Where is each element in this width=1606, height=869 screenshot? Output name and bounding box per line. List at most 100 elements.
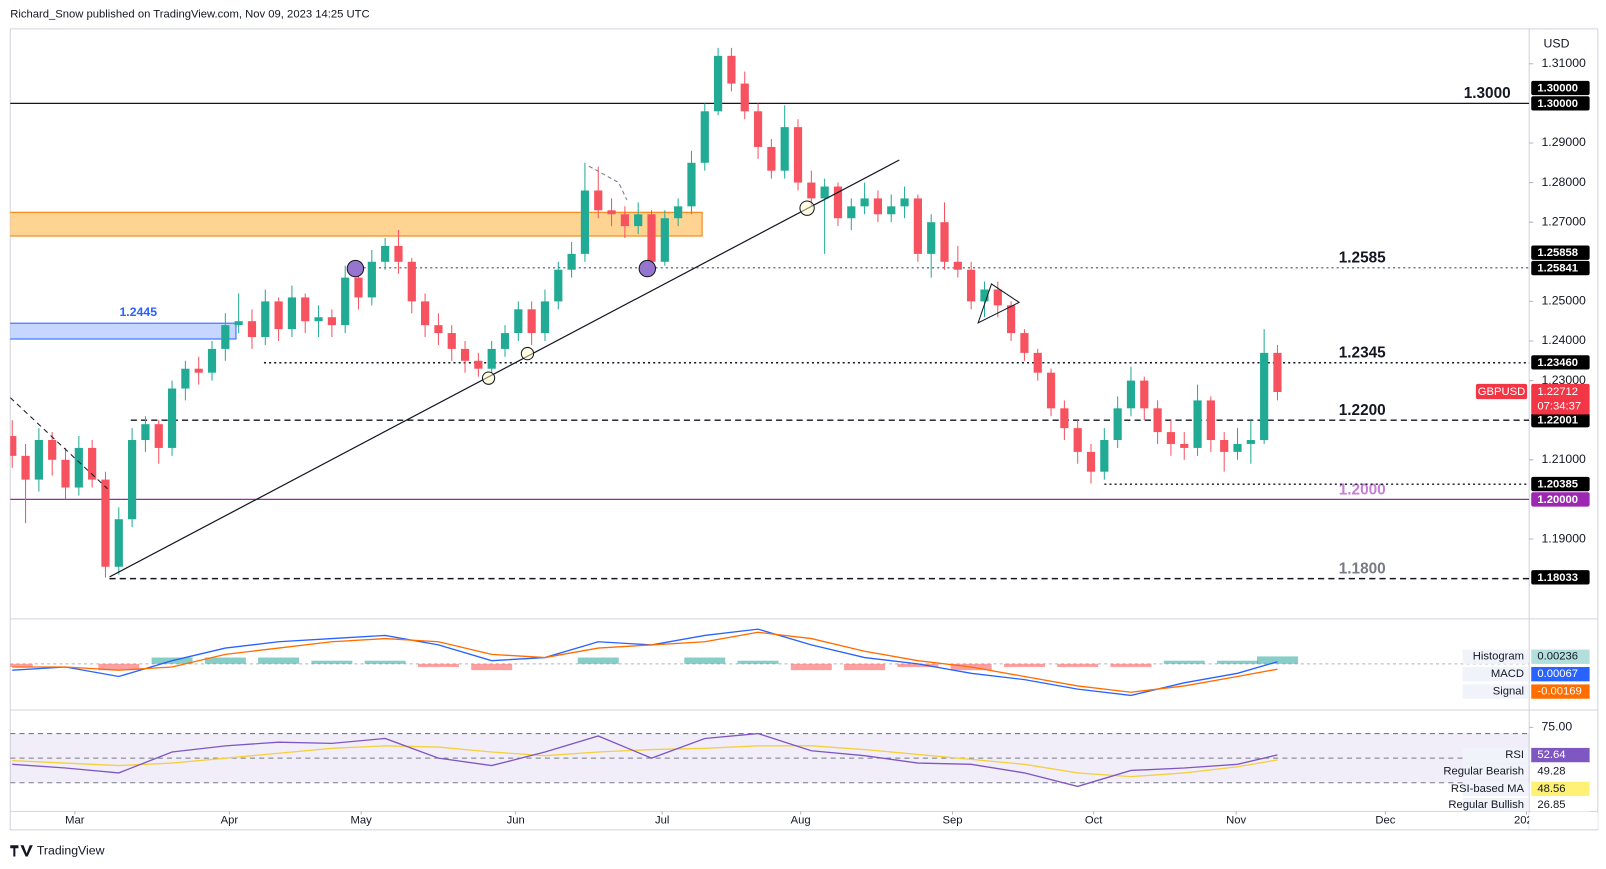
price-tag-label: 1.25841 [1537, 263, 1578, 275]
candle-body [381, 245, 390, 262]
footer: TradingView [10, 844, 105, 858]
candle-body [1060, 408, 1069, 429]
candle-body [74, 447, 83, 488]
macd-pane [10, 628, 1530, 697]
legend-value: 48.56 [1537, 783, 1565, 795]
candle-body [314, 317, 323, 322]
price-tag-label: 1.23460 [1537, 357, 1578, 369]
candle-body [567, 253, 576, 270]
legend-name: Signal [1493, 686, 1524, 698]
level-label: 1.2000 [1339, 481, 1386, 498]
candle-body [274, 301, 283, 330]
candle-body [407, 261, 416, 302]
candle-body [607, 210, 616, 215]
x-tick-label: Jun [507, 815, 525, 827]
legend-name-bg [1462, 764, 1529, 779]
legend-name-bg [1462, 781, 1529, 797]
legend-value-bg [1531, 684, 1590, 699]
axis-cover [1529, 812, 1598, 829]
candle-body [247, 321, 257, 338]
candle-body [1007, 305, 1016, 334]
histogram-bar [1110, 663, 1152, 668]
legend-name: Histogram [1473, 651, 1524, 663]
candle-body [833, 186, 843, 219]
x-tick-label: Oct [1085, 815, 1103, 827]
price-tag-label: 1.30000 [1537, 82, 1578, 94]
histogram-bar [98, 663, 140, 671]
candle-body [61, 459, 70, 488]
drawings [10, 159, 1021, 578]
candle-body [447, 333, 456, 349]
candle-body [1260, 352, 1269, 441]
histogram-bar [258, 657, 300, 664]
candle-body [913, 198, 922, 254]
x-tick-label: Nov [1226, 815, 1246, 827]
price-tag [1531, 570, 1590, 585]
candle-body [793, 127, 803, 183]
histogram-bar [1003, 663, 1045, 668]
legend-value-bg [1531, 764, 1590, 779]
candle-body [847, 206, 856, 219]
candle-body [753, 111, 763, 147]
candle-body [487, 348, 496, 369]
legend-value: 0.00236 [1537, 651, 1578, 663]
candle-body [1086, 451, 1096, 472]
candle-body [474, 360, 483, 369]
candle-body [1206, 400, 1215, 441]
candle-body [634, 214, 643, 227]
candle-body [1126, 380, 1136, 409]
candle-body [953, 261, 962, 270]
legend-value-bg [1531, 798, 1590, 812]
candle-body [1113, 408, 1122, 441]
price-tag [1531, 355, 1590, 370]
y-tick-label: 1.31000 [1541, 56, 1586, 70]
candle-body [301, 297, 310, 322]
legend-value: -0.00169 [1537, 686, 1581, 698]
x-tick-label: May [351, 815, 373, 827]
candle-body [1246, 440, 1255, 444]
candle-body [1220, 440, 1229, 452]
indicator-line [12, 732, 1278, 788]
candle-body [900, 198, 909, 207]
legend-name-bg [1462, 667, 1529, 682]
histogram-bar [364, 660, 406, 664]
candle-body [88, 447, 97, 480]
candle-body [940, 222, 949, 262]
candle-body [10, 436, 17, 456]
candle-body [887, 206, 896, 215]
candle-body [327, 317, 336, 326]
candle-body [234, 321, 243, 326]
x-tick-label: Sep [942, 815, 962, 827]
candle-body [714, 55, 723, 112]
candle-body [21, 455, 30, 480]
legend-value-bg [1531, 649, 1590, 664]
x-tick-label: Aug [791, 815, 811, 827]
x-axis: Mar Apr May Jun Jul Aug Sep Oct Nov Dec 2024 [65, 811, 1598, 829]
candle-body [647, 214, 656, 262]
histogram-bar [471, 663, 513, 671]
level-label: 1.2200 [1339, 402, 1386, 419]
price-tag [1531, 96, 1590, 111]
histogram-bar [684, 657, 726, 664]
price-tag-label: 1.25858 [1537, 247, 1578, 259]
histogram-bar [1057, 663, 1099, 668]
price-tag-label: 1.18033 [1537, 572, 1578, 584]
legend-value: 49.28 [1537, 765, 1565, 777]
legend-value-bg [1531, 781, 1590, 797]
candle-body [580, 190, 590, 254]
price-tag-label: 1.20385 [1537, 479, 1578, 491]
pattern [977, 283, 1021, 324]
histogram-bar [1256, 656, 1298, 664]
y-tick-label: 75.00 [1541, 720, 1572, 734]
candle-body [780, 127, 789, 171]
candle-body [1180, 443, 1189, 448]
legend-name-bg [1462, 684, 1529, 699]
candle-body [514, 309, 523, 334]
candle-body [860, 198, 869, 207]
candle-body [101, 479, 110, 567]
candle-body [194, 368, 203, 373]
candle-body [394, 245, 403, 262]
candle-body [434, 325, 443, 334]
logo [10, 845, 33, 857]
legend-name: Regular Bearish [1443, 765, 1524, 777]
